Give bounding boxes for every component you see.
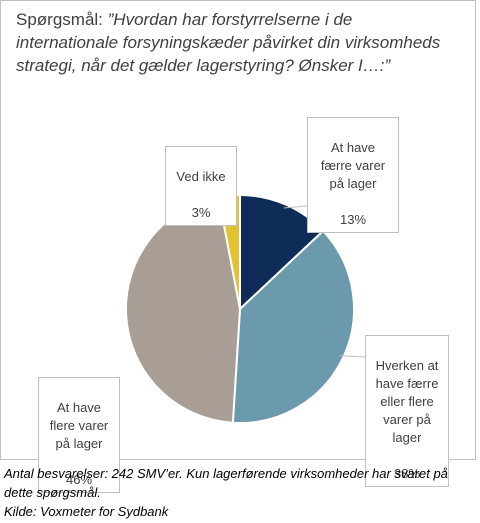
label-fewer-stock: At have færre varer på lager 13% [307, 117, 399, 233]
slice-neither [231, 229, 355, 424]
title-question: ”Hvordan har forstyrrelserne i de intern… [16, 10, 441, 75]
label-neither-value: 38% [393, 466, 421, 481]
chart-title: Spørgsmål: ”Hvordan har forstyrrelserne … [16, 8, 456, 77]
chart-frame [0, 0, 476, 460]
footnote-line2: Kilde: Voxmeter for Sydbank [4, 504, 169, 519]
label-dont-know-value: 3% [191, 205, 211, 220]
leader-neither [339, 355, 366, 358]
footnote: Antal besvarelser: 242 SMV’er. Kun lager… [4, 464, 474, 521]
label-neither-text: Hverken at have færre eller flere varer … [375, 358, 439, 445]
label-more-stock-value: 46% [65, 472, 93, 487]
label-dont-know-text: Ved ikke [176, 169, 226, 184]
label-more-stock-text: At have flere varer på lager [49, 400, 109, 451]
label-fewer-stock-text: At have færre varer på lager [320, 140, 386, 191]
title-prefix: Spørgsmål: [16, 10, 108, 29]
footnote-line1: Antal besvarelser: 242 SMV’er. Kun lager… [4, 466, 448, 500]
label-fewer-stock-value: 13% [339, 212, 367, 227]
label-more-stock: At have flere varer på lager 46% [38, 377, 120, 493]
label-neither: Hverken at have færre eller flere varer … [365, 335, 449, 487]
pie-chart [124, 184, 366, 424]
label-dont-know: Ved ikke 3% [165, 146, 237, 226]
slice-more-stock [124, 195, 242, 424]
